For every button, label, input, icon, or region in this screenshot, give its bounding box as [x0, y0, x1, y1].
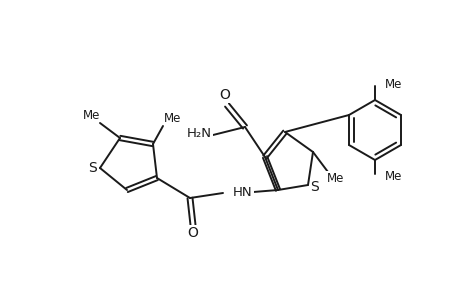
- Text: Me: Me: [164, 112, 181, 124]
- Text: Me: Me: [384, 77, 402, 91]
- Text: H₂N: H₂N: [186, 127, 211, 140]
- Text: S: S: [310, 180, 319, 194]
- Text: O: O: [187, 226, 198, 240]
- Text: S: S: [89, 161, 97, 175]
- Text: Me: Me: [327, 172, 344, 184]
- Text: Me: Me: [384, 169, 402, 182]
- Text: Me: Me: [83, 109, 101, 122]
- Text: O: O: [219, 88, 230, 102]
- Text: HN: HN: [233, 187, 252, 200]
